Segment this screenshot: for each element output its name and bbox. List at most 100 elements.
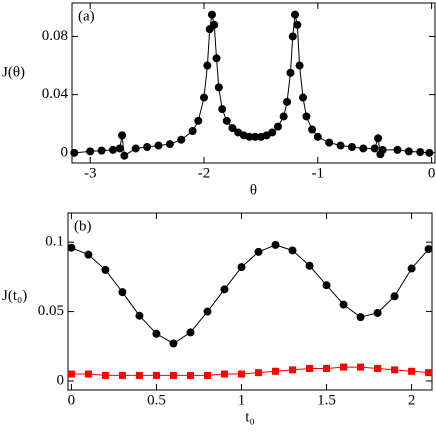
- marker: [97, 146, 106, 155]
- marker: [359, 144, 368, 153]
- marker: [425, 369, 433, 377]
- marker: [378, 145, 387, 154]
- marker: [255, 369, 263, 377]
- marker: [169, 339, 178, 348]
- marker: [393, 145, 402, 154]
- x-tick-label: -3: [84, 165, 97, 181]
- marker: [203, 61, 212, 70]
- marker: [118, 131, 127, 140]
- y-axis-label: J(t₀): [2, 288, 27, 304]
- panel-label: (a): [78, 8, 95, 24]
- marker: [271, 240, 280, 249]
- marker: [325, 138, 334, 147]
- x-tick-label: -2: [198, 165, 211, 181]
- marker: [218, 105, 227, 114]
- marker: [118, 288, 127, 297]
- marker: [323, 364, 331, 372]
- marker: [407, 264, 416, 273]
- marker: [347, 143, 356, 151]
- series-line: [71, 244, 429, 345]
- marker: [254, 247, 263, 256]
- marker: [424, 245, 433, 254]
- marker: [251, 132, 260, 141]
- marker: [115, 144, 124, 153]
- marker: [152, 329, 161, 338]
- marker: [70, 148, 79, 157]
- marker: [203, 307, 212, 316]
- marker: [288, 32, 297, 41]
- panel-label: (b): [74, 218, 92, 234]
- marker: [293, 20, 302, 29]
- marker: [203, 371, 211, 379]
- marker: [220, 285, 229, 294]
- marker: [228, 124, 237, 133]
- plot-frame: [71, 2, 436, 164]
- marker: [186, 328, 195, 337]
- y-tick-label: 0.08: [42, 28, 68, 44]
- x-tick-label: 0: [68, 392, 76, 408]
- marker: [425, 148, 434, 157]
- marker: [288, 246, 297, 255]
- y-tick-label: 0.05: [38, 303, 64, 319]
- x-tick-label: 0: [428, 165, 436, 181]
- marker: [207, 10, 216, 19]
- marker: [291, 10, 300, 19]
- marker: [108, 145, 117, 154]
- marker: [391, 366, 399, 374]
- marker: [214, 83, 223, 92]
- marker: [118, 371, 126, 379]
- marker: [84, 370, 92, 378]
- marker: [416, 148, 425, 157]
- marker: [370, 144, 379, 153]
- marker: [152, 371, 160, 379]
- y-tick-label: 0: [57, 372, 65, 388]
- marker: [165, 140, 174, 149]
- y-tick-label: 0: [61, 144, 69, 160]
- series-line: [71, 366, 429, 376]
- marker: [268, 128, 277, 137]
- marker: [305, 261, 314, 270]
- marker: [177, 135, 186, 144]
- marker: [374, 364, 382, 372]
- x-tick-label: 1.5: [317, 392, 336, 408]
- x-axis-label: t₀: [245, 409, 254, 425]
- x-tick-label: -1: [312, 165, 325, 181]
- marker: [306, 364, 314, 372]
- x-axis-label: θ: [250, 182, 257, 198]
- x-tick-label: 2: [408, 392, 416, 408]
- marker: [340, 363, 348, 371]
- marker: [273, 122, 282, 131]
- marker: [322, 281, 331, 290]
- x-tick-label: 0.5: [147, 392, 166, 408]
- y-tick-label: 0.1: [45, 234, 64, 250]
- marker: [302, 112, 311, 121]
- marker: [408, 367, 416, 375]
- marker: [237, 263, 246, 272]
- marker: [200, 93, 208, 102]
- marker: [279, 112, 288, 121]
- marker: [237, 370, 245, 378]
- marker: [212, 54, 221, 63]
- marker: [336, 141, 345, 150]
- marker: [188, 127, 197, 135]
- marker: [101, 265, 110, 274]
- x-tick-label: 1: [238, 392, 246, 408]
- marker: [390, 292, 399, 301]
- marker: [186, 371, 194, 379]
- marker: [289, 366, 297, 374]
- marker: [86, 147, 95, 156]
- marker: [308, 125, 317, 134]
- y-tick-label: 0.04: [42, 86, 69, 102]
- marker: [222, 116, 231, 125]
- marker: [283, 97, 292, 106]
- plot-frame: [67, 212, 433, 391]
- marker: [245, 132, 254, 141]
- marker: [373, 308, 382, 317]
- marker: [67, 370, 75, 378]
- marker: [194, 116, 203, 125]
- marker: [295, 61, 304, 70]
- marker: [299, 93, 307, 102]
- marker: [272, 367, 280, 375]
- marker: [286, 68, 295, 77]
